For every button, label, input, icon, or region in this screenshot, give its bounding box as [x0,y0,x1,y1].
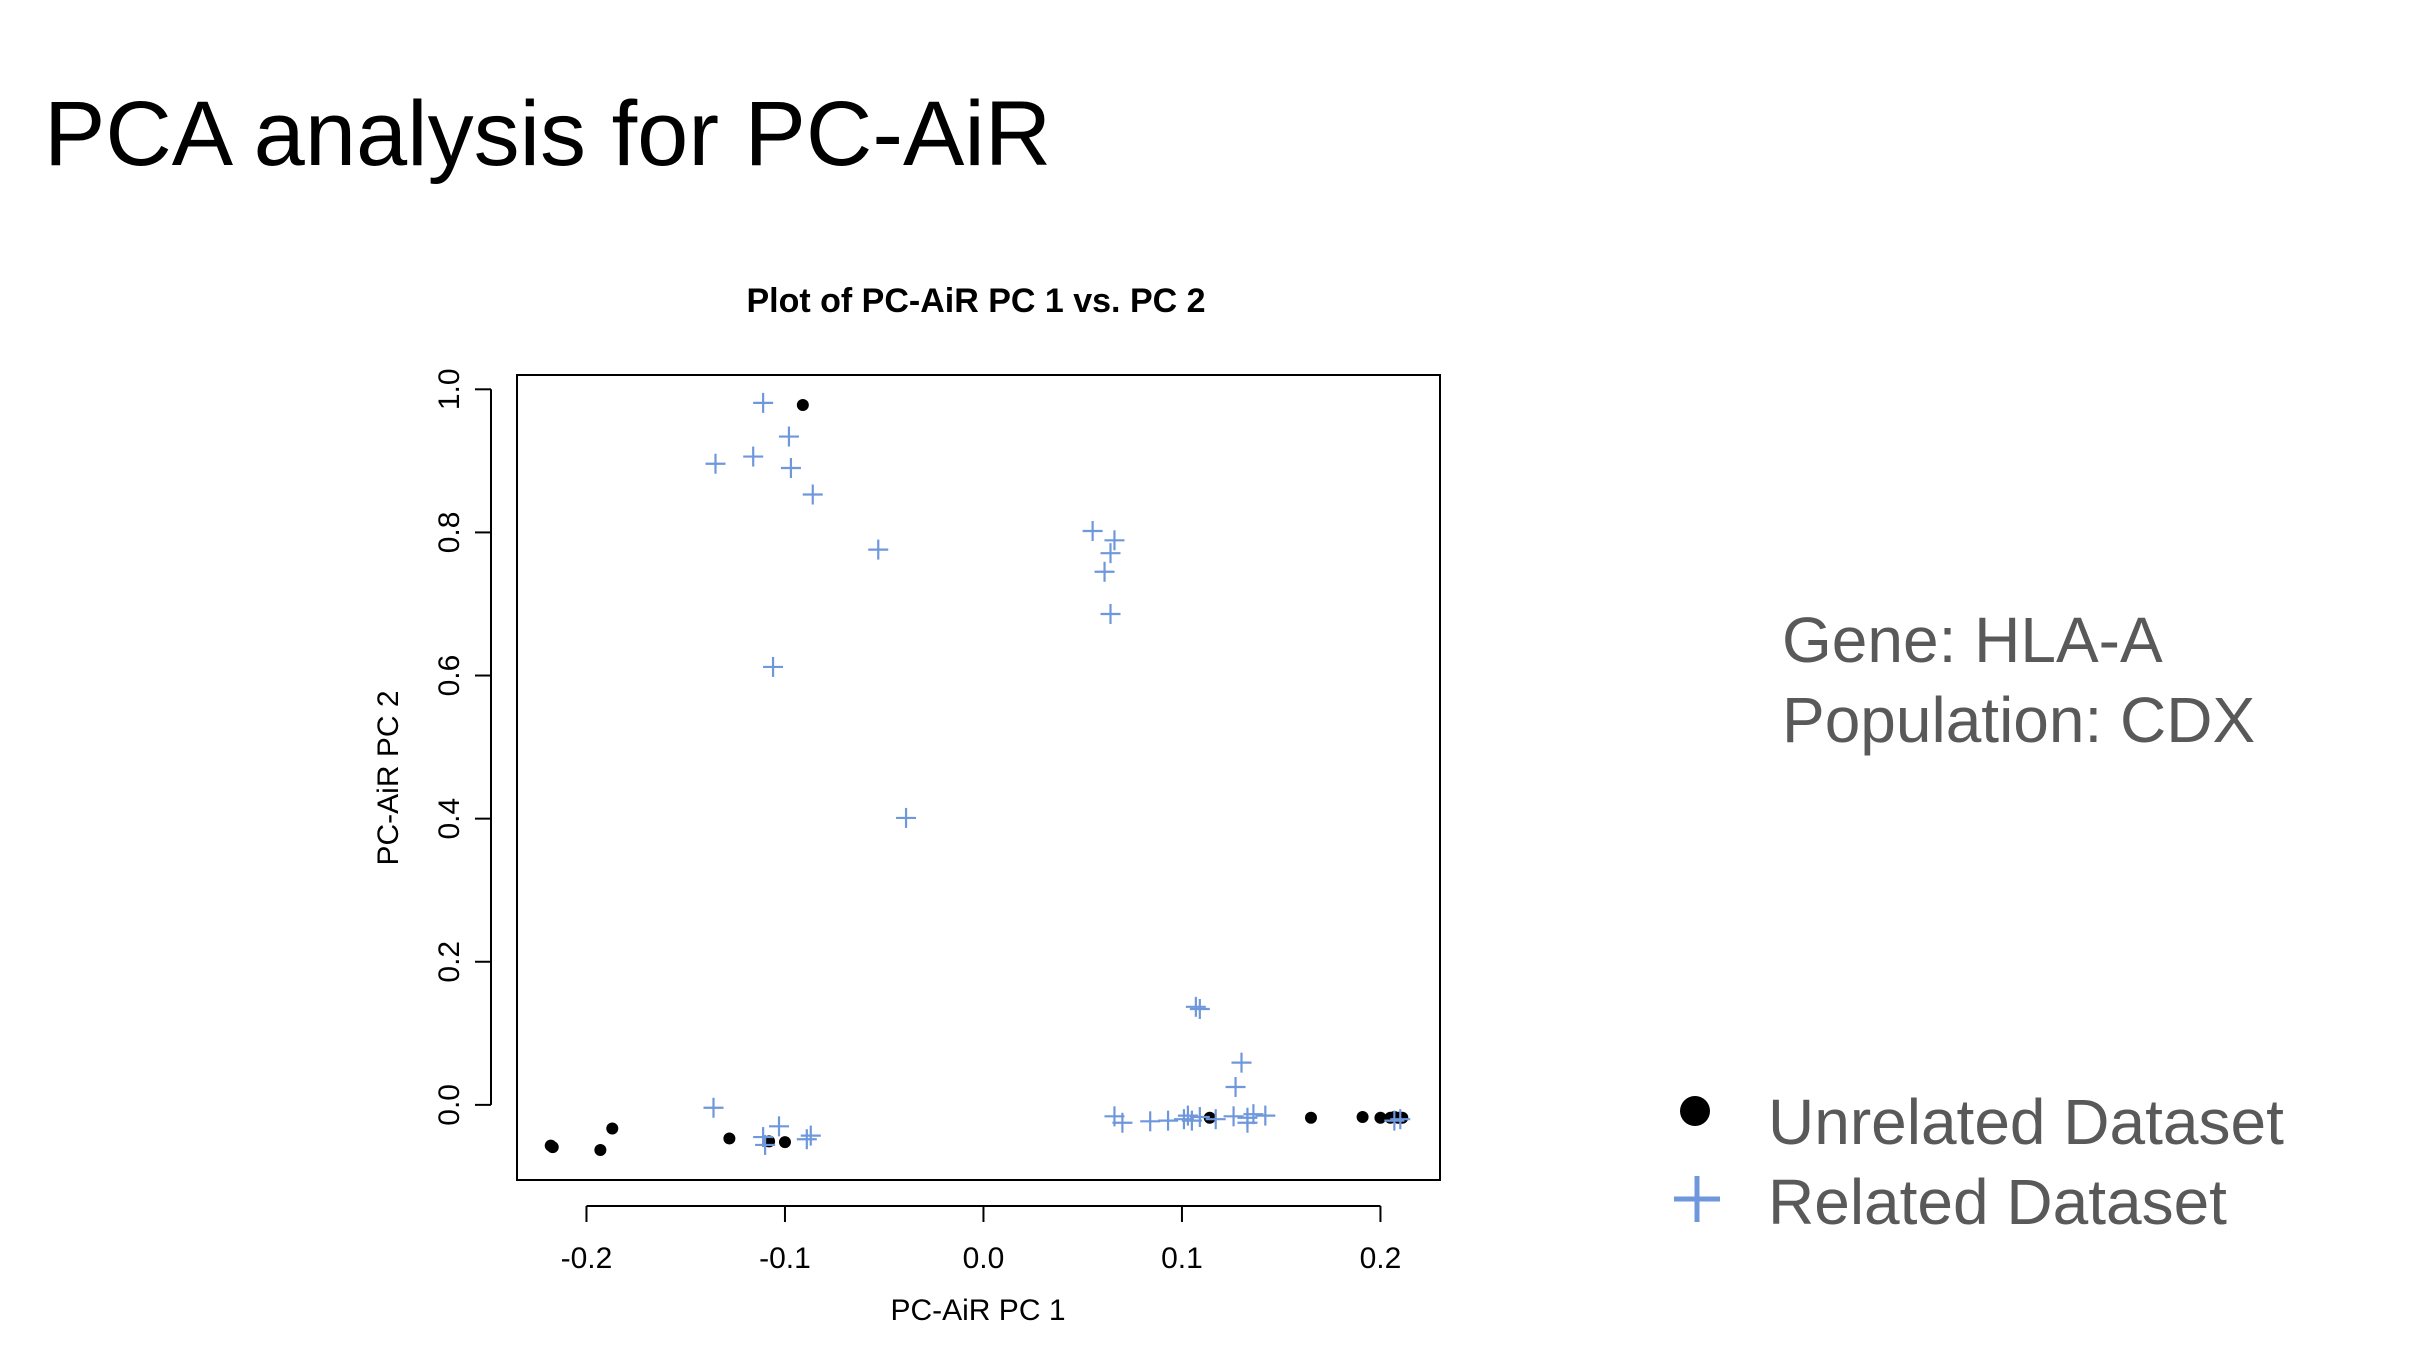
unrelated-point [594,1143,607,1156]
x-tick-label: -0.2 [561,1242,613,1275]
related-point [780,458,801,479]
y-axis-label: PC-AiR PC 2 [372,690,405,865]
unrelated-point [546,1141,559,1154]
related-point [896,807,917,828]
unrelated-point [606,1122,619,1135]
x-tick-label: -0.1 [759,1242,811,1275]
related-point [1158,1110,1179,1131]
related-point [800,1125,821,1146]
related-point [1185,996,1206,1017]
legend-plus-icon [1674,1176,1720,1222]
x-tick-label: 0.2 [1360,1242,1402,1275]
related-point [1177,1105,1198,1126]
related-point [868,539,889,560]
chart-title: Plot of PC-AiR PC 1 vs. PC 2 [746,282,1205,320]
related-point [763,656,784,677]
unrelated-point [723,1132,736,1145]
data-points [544,392,1411,1156]
related-point [802,484,823,505]
related-point [769,1116,790,1137]
y-tick-label: 0.8 [433,512,466,554]
legend-label-unrelated: Unrelated Dataset [1768,1086,2284,1158]
y-tick-label: 0.0 [433,1084,466,1126]
related-point [1104,530,1125,551]
x-tick-label: 0.1 [1161,1242,1203,1275]
related-point [1255,1105,1276,1126]
plot-frame [516,374,1441,1181]
related-point [796,1129,817,1150]
related-point [1173,1109,1194,1130]
y-tick-label: 0.4 [433,798,466,840]
unrelated-point [796,399,809,412]
unrelated-point [778,1136,791,1149]
legend-label-related: Related Dataset [1768,1166,2227,1238]
related-point [1112,1112,1133,1133]
related-point [1082,520,1103,541]
x-tick-label: 0.0 [963,1242,1005,1275]
related-point [1140,1111,1161,1132]
related-point [1181,1110,1202,1131]
unrelated-point [1356,1111,1369,1124]
scatter-plot-svg: Plot of PC-AiR PC 1 vs. PC 2 -0.2 -0.1 0.0… [372,282,1441,1327]
related-point [1225,1076,1246,1097]
related-point [705,453,726,474]
related-point [1231,1052,1252,1073]
x-axis-label: PC-AiR PC 1 [890,1294,1065,1327]
unrelated-point [1374,1111,1387,1124]
x-axis: -0.2 -0.1 0.0 0.1 0.2 [561,1205,1402,1275]
y-axis: 0.0 0.2 0.4 0.6 0.8 1.0 [433,368,492,1126]
info-block: Gene: HLA-A Population: CDX [1782,600,2255,760]
unrelated-point [1304,1111,1317,1124]
related-point [1189,1107,1210,1128]
slide-title: PCA analysis for PC-AiR [44,83,1052,185]
related-point [1189,998,1210,1019]
related-point [755,1134,776,1155]
related-point [743,446,764,467]
related-point [1094,561,1115,582]
y-tick-label: 1.0 [433,368,466,410]
unrelated-point [1396,1111,1409,1124]
related-point [1223,1106,1244,1127]
related-point [1243,1104,1264,1125]
legend-dot-icon [1680,1096,1710,1126]
related-point [1205,1109,1226,1130]
related-point [753,392,774,413]
y-tick-label: 0.6 [433,655,466,697]
related-point [703,1097,724,1118]
related-point [1100,543,1121,564]
related-point [1390,1109,1411,1130]
population-line: Population: CDX [1782,684,2256,756]
scatter-plot: Plot of PC-AiR PC 1 vs. PC 2 -0.2 -0.1 0.0… [372,282,1441,1327]
related-point [1100,603,1121,624]
y-tick-label: 0.2 [433,941,466,983]
gene-line: Gene: HLA-A [1782,604,2163,676]
related-point [753,1127,774,1148]
related-point [778,426,799,447]
